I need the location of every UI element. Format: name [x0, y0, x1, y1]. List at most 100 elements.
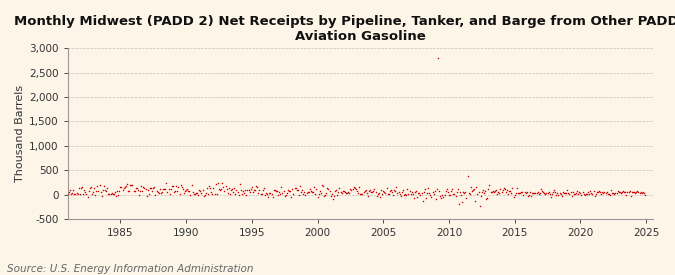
- Point: [639, 191, 649, 195]
- Point: [418, 190, 429, 194]
- Point: [160, 187, 171, 191]
- Point: [78, 192, 88, 196]
- Point: [603, 191, 614, 196]
- Point: [357, 192, 368, 196]
- Point: [132, 188, 143, 192]
- Point: [125, 183, 136, 187]
- Point: [610, 191, 621, 195]
- Point: [222, 191, 233, 196]
- Point: [591, 192, 601, 197]
- Point: [340, 190, 350, 194]
- Point: [607, 191, 618, 196]
- Point: [417, 199, 428, 203]
- Point: [371, 193, 382, 198]
- Point: [382, 191, 393, 196]
- Point: [424, 191, 435, 195]
- Point: [325, 193, 336, 198]
- Point: [92, 184, 103, 188]
- Point: [263, 194, 273, 199]
- Point: [350, 186, 360, 191]
- Point: [602, 192, 613, 196]
- Point: [248, 190, 259, 194]
- Point: [251, 184, 262, 188]
- Point: [399, 192, 410, 197]
- Point: [319, 194, 329, 198]
- Point: [376, 188, 387, 192]
- Point: [348, 185, 359, 189]
- Point: [554, 191, 565, 196]
- Point: [436, 196, 447, 200]
- Point: [294, 184, 305, 188]
- Point: [333, 190, 344, 194]
- Point: [192, 191, 202, 195]
- Point: [370, 190, 381, 194]
- Point: [79, 188, 90, 192]
- Point: [482, 196, 493, 200]
- Point: [551, 192, 562, 197]
- Point: [427, 190, 438, 195]
- Point: [619, 190, 630, 194]
- Point: [101, 189, 111, 193]
- Point: [148, 186, 159, 190]
- Point: [266, 191, 277, 196]
- Point: [287, 187, 298, 192]
- Point: [462, 173, 473, 178]
- Point: [199, 193, 210, 197]
- Point: [410, 190, 421, 194]
- Point: [535, 187, 546, 191]
- Point: [186, 183, 197, 188]
- Point: [334, 186, 345, 190]
- Point: [381, 186, 392, 190]
- Point: [250, 188, 261, 192]
- Point: [109, 190, 120, 194]
- Point: [628, 190, 639, 194]
- Point: [227, 187, 238, 192]
- Point: [265, 191, 276, 195]
- Point: [124, 189, 134, 193]
- Point: [431, 197, 441, 201]
- Point: [243, 188, 254, 192]
- Point: [341, 191, 352, 196]
- Point: [196, 190, 207, 195]
- Point: [327, 197, 338, 201]
- Point: [246, 185, 257, 189]
- Point: [169, 189, 180, 193]
- Point: [255, 192, 266, 196]
- Point: [528, 191, 539, 195]
- Point: [300, 193, 311, 197]
- Point: [99, 184, 109, 188]
- Point: [359, 189, 370, 193]
- Point: [628, 190, 639, 194]
- Point: [144, 186, 155, 190]
- Point: [485, 190, 496, 194]
- Point: [396, 194, 406, 198]
- Point: [519, 189, 530, 194]
- Point: [512, 185, 522, 190]
- Point: [276, 185, 287, 189]
- Point: [405, 192, 416, 196]
- Point: [343, 190, 354, 194]
- Point: [127, 183, 138, 187]
- Point: [598, 191, 609, 195]
- Point: [500, 186, 510, 191]
- Point: [452, 190, 462, 194]
- Point: [584, 192, 595, 196]
- Point: [151, 188, 162, 193]
- Point: [460, 189, 470, 194]
- Point: [475, 194, 486, 198]
- Point: [472, 192, 483, 197]
- Point: [167, 184, 178, 188]
- Point: [67, 191, 78, 196]
- Point: [88, 189, 99, 194]
- Point: [477, 190, 487, 194]
- Point: [466, 185, 477, 189]
- Point: [239, 191, 250, 195]
- Point: [187, 190, 198, 194]
- Point: [481, 197, 491, 202]
- Point: [520, 191, 531, 195]
- Point: [385, 189, 396, 194]
- Point: [549, 187, 560, 192]
- Point: [82, 194, 93, 199]
- Point: [373, 190, 384, 195]
- Point: [559, 191, 570, 195]
